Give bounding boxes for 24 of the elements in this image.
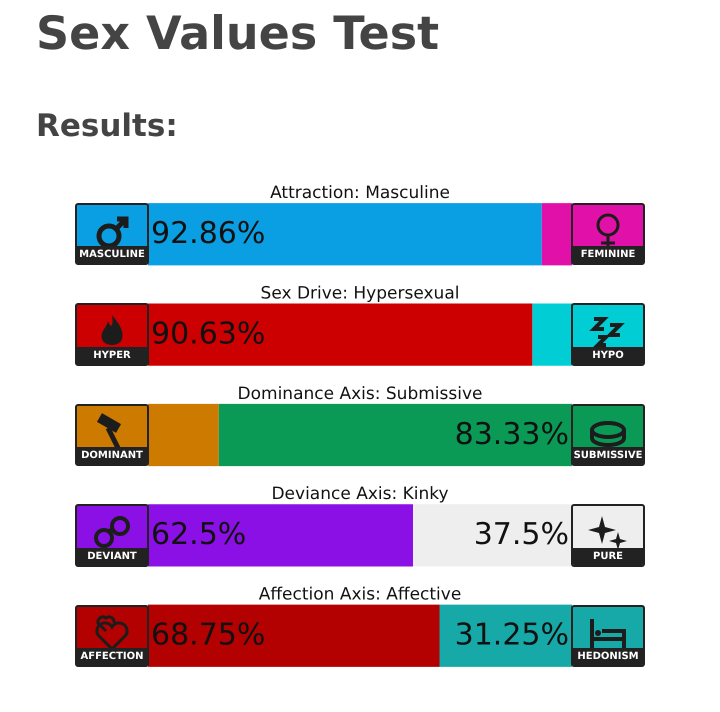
badge-tile: PURE [571, 504, 645, 566]
y-tick-label: Attraction: Masculine [270, 183, 450, 203]
data-label: 92.86% [151, 216, 266, 251]
data-label: 68.75% [151, 618, 266, 653]
data-label: 83.33% [454, 416, 569, 452]
chart-subtitle: Results: [36, 108, 178, 144]
chart-title: Sex Values Test [36, 6, 440, 60]
y-tick-label: Affection Axis: Affective [258, 584, 462, 605]
badge-tile: HYPER [75, 303, 149, 366]
badge-tile: MASCULINE [75, 203, 149, 266]
badge-tile: SUBMISSIVE [571, 404, 645, 466]
badge-tile: DEVIANT [75, 504, 149, 566]
y-tick-label: Dominance Axis: Submissive [238, 384, 482, 404]
badge-tile: DOMINANT [75, 404, 149, 466]
badge-tile: AFFECTION [75, 604, 149, 667]
data-label: 90.63% [151, 316, 266, 352]
y-tick-label: Sex Drive: Hypersexual [260, 283, 460, 304]
y-tick-label: Deviance Axis: Kinky [271, 484, 449, 504]
badge-tile: HEDONISM [571, 604, 645, 667]
data-label: 37.5% [474, 517, 569, 552]
badge-tile: HYPO [571, 303, 645, 366]
data-label: 31.25% [454, 618, 569, 653]
data-label: 62.5% [151, 517, 246, 552]
badge-tile: FEMININE [571, 203, 645, 266]
